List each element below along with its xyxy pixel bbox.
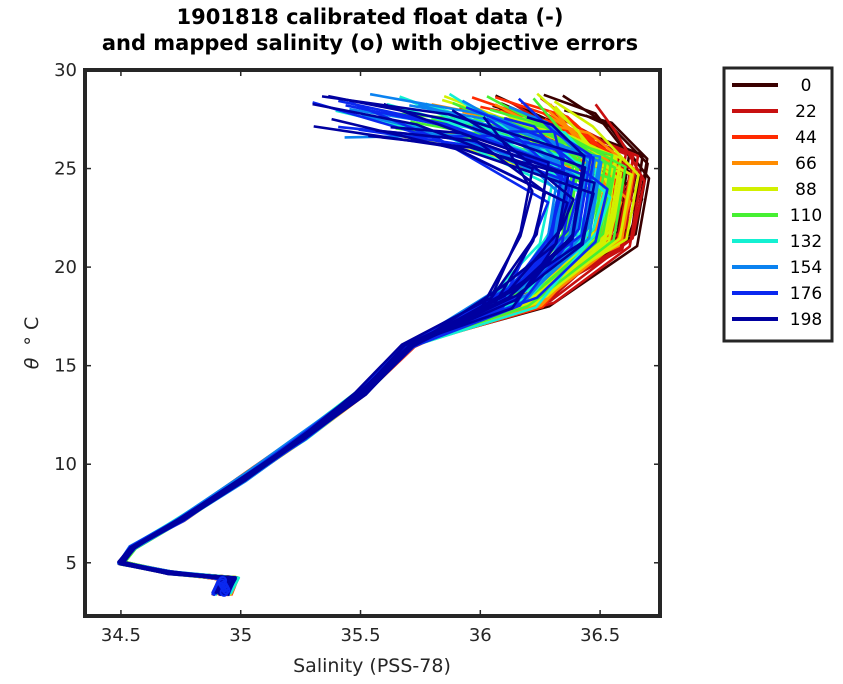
- legend-box: [722, 66, 834, 343]
- legend: 0 22 44 66 88 110 132 154 176 198: [722, 66, 834, 343]
- legend-label: 154: [790, 258, 822, 278]
- legend-label: 66: [795, 154, 817, 174]
- y-axis-label-unit: ° C: [21, 317, 43, 346]
- series-line-198: [118, 102, 547, 595]
- y-axis-ticks: 5 10 15 20 25 30: [54, 60, 660, 574]
- series-lines: [117, 92, 651, 597]
- y-tick-label: 5: [66, 553, 77, 574]
- chart-title-line-1: 1901818 calibrated float data (-): [177, 5, 564, 29]
- x-tick-label: 35: [229, 625, 252, 646]
- y-tick-label: 20: [54, 257, 77, 278]
- y-tick-label: 15: [54, 356, 77, 377]
- y-tick-label: 10: [54, 454, 77, 475]
- legend-label: 0: [801, 76, 812, 96]
- legend-label: 22: [795, 102, 817, 122]
- x-axis-label: Salinity (PSS-78): [293, 655, 451, 677]
- legend-label: 132: [790, 232, 822, 252]
- y-tick-label: 30: [54, 60, 77, 81]
- x-tick-label: 34.5: [101, 625, 141, 646]
- mapped-salinity-marker: [218, 576, 228, 586]
- y-axis-label: θ ° C: [21, 317, 43, 369]
- x-axis-ticks: 34.5 35 35.5 36 36.5: [101, 70, 620, 646]
- x-tick-label: 35.5: [340, 625, 380, 646]
- legend-label: 198: [790, 310, 822, 330]
- x-tick-label: 36.5: [580, 625, 620, 646]
- y-axis-label-symbol: θ: [21, 357, 43, 369]
- svg-text:θ ° C: θ ° C: [21, 317, 43, 369]
- x-tick-label: 36: [469, 625, 492, 646]
- legend-label: 176: [790, 284, 822, 304]
- y-tick-label: 25: [54, 159, 77, 180]
- legend-label: 44: [795, 128, 817, 148]
- legend-label: 88: [795, 180, 817, 200]
- chart-title-line-2: and mapped salinity (o) with objective e…: [102, 31, 638, 55]
- plot-frame: [83, 68, 662, 618]
- legend-label: 110: [790, 206, 822, 226]
